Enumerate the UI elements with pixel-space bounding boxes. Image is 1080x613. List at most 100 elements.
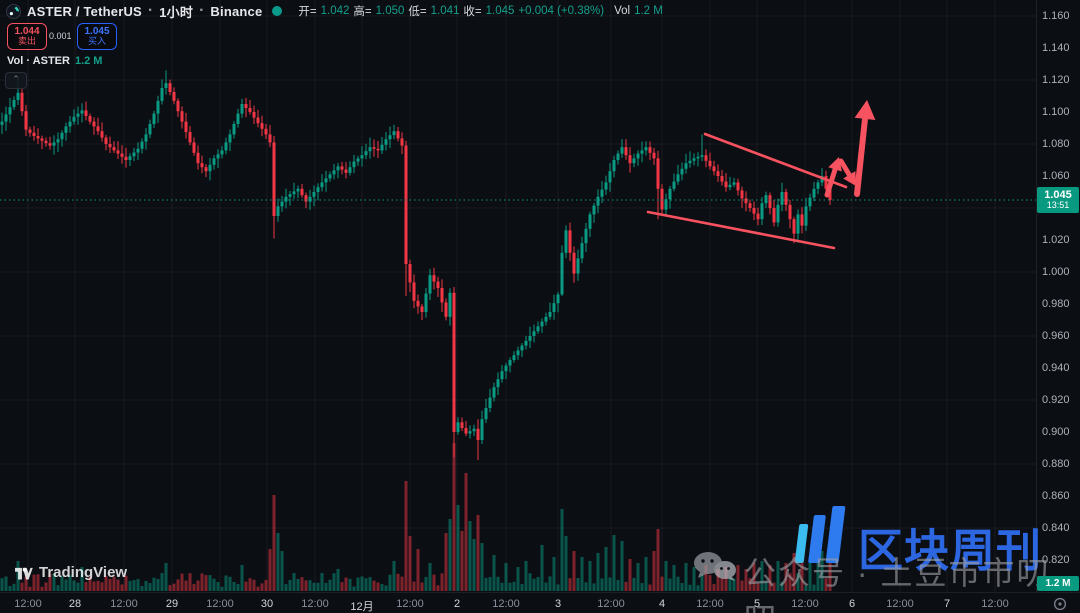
symbol-title[interactable]: ASTER / TetherUS xyxy=(27,3,142,19)
volume-bar xyxy=(636,563,640,591)
candle-body xyxy=(584,228,588,244)
volume-bar xyxy=(424,576,428,591)
volume-bar xyxy=(60,576,64,591)
volume-bar xyxy=(664,561,668,591)
volume-bar xyxy=(448,519,452,591)
volume-bar xyxy=(268,549,272,591)
volume-bar xyxy=(476,515,480,591)
time-tick-label: 12:00 xyxy=(886,598,914,610)
candle-body xyxy=(84,110,88,116)
volume-bar xyxy=(488,577,492,591)
volume-bar xyxy=(344,577,348,591)
arrow-big-up[interactable] xyxy=(854,115,868,197)
candle-body xyxy=(512,355,516,360)
sell-button[interactable]: 1.044 卖出 xyxy=(7,23,47,50)
price-tick-label: 1.080 xyxy=(1042,138,1070,150)
arrow-small-up[interactable] xyxy=(824,166,838,198)
volume-bar xyxy=(288,579,292,591)
volume-bar xyxy=(272,495,276,591)
candle-body xyxy=(700,155,704,157)
buy-button[interactable]: 1.045 买入 xyxy=(77,23,117,50)
candle-body xyxy=(428,275,432,294)
candle-body xyxy=(204,167,208,172)
volume-bar xyxy=(464,473,468,591)
volume-bar xyxy=(776,561,780,591)
volume-bar xyxy=(704,565,708,591)
arrow-small-down-head[interactable] xyxy=(843,171,856,186)
volume-bar xyxy=(72,580,76,591)
volume-bar xyxy=(764,581,768,591)
candle-body xyxy=(76,113,80,117)
volume-indicator-legend[interactable]: Vol · ASTER 1.2 M xyxy=(7,55,102,67)
volume-bar xyxy=(64,579,68,591)
candle-body xyxy=(136,148,140,153)
volume-bar xyxy=(80,567,84,591)
volume-bar xyxy=(152,577,156,591)
candle-body xyxy=(808,197,812,207)
price-tick-label: 0.880 xyxy=(1042,458,1070,470)
price-tick-label: 0.900 xyxy=(1042,426,1070,438)
time-tick-label: 12:00 xyxy=(981,598,1009,610)
volume-bar xyxy=(184,580,188,591)
tradingview-icon xyxy=(15,567,33,580)
candle-body xyxy=(216,154,220,159)
volume-bar xyxy=(132,580,136,591)
volume-bar xyxy=(148,583,152,591)
volume-bar xyxy=(620,541,624,591)
volume-bar xyxy=(24,576,28,591)
candle-body xyxy=(248,108,252,112)
volume-bar xyxy=(720,578,724,591)
axis-settings-icon[interactable] xyxy=(1050,596,1070,612)
candle-body xyxy=(500,371,504,380)
arrow-small-down[interactable] xyxy=(838,158,852,178)
arrow-small-up-head[interactable] xyxy=(828,157,842,172)
candle-body xyxy=(624,147,628,156)
exchange-label[interactable]: Binance xyxy=(210,3,263,19)
time-tick-label: 29 xyxy=(165,598,179,610)
volume-bar xyxy=(100,582,104,591)
candle-body xyxy=(8,107,12,115)
candle-body xyxy=(492,387,496,398)
volume-bar xyxy=(596,553,600,591)
price-tick-label: 0.820 xyxy=(1042,554,1070,566)
volume-bar xyxy=(164,563,168,591)
volume-bar xyxy=(816,547,820,591)
pane-collapse-button[interactable]: ⌃ xyxy=(5,72,27,89)
trendline-upper[interactable] xyxy=(703,132,848,189)
volume-bar xyxy=(280,551,284,591)
interval-label[interactable]: 1小时 xyxy=(159,4,194,20)
candle-body xyxy=(692,158,696,161)
volume-bar xyxy=(548,576,552,591)
candle-body xyxy=(144,134,148,142)
candle-body xyxy=(140,141,144,149)
arrow-big-up-head[interactable] xyxy=(854,100,876,120)
candle-body xyxy=(316,187,320,192)
trendline-lower[interactable] xyxy=(646,210,836,250)
candle-body xyxy=(524,340,528,346)
candle-body xyxy=(724,181,728,188)
volume-bar xyxy=(204,575,208,591)
volume-bar xyxy=(428,563,432,591)
candle-body xyxy=(680,168,684,175)
volume-bar xyxy=(368,577,372,591)
candle-body xyxy=(568,230,572,253)
candle-body xyxy=(44,140,48,144)
volume-bar xyxy=(88,577,92,591)
tradingview-logo[interactable]: TradingView xyxy=(14,564,127,581)
volume-bar xyxy=(524,561,528,591)
candle-body xyxy=(756,213,760,220)
price-tick-label: 0.920 xyxy=(1042,394,1070,406)
candle-body xyxy=(356,158,360,162)
candle-body xyxy=(228,134,232,143)
volume-bar xyxy=(264,579,268,591)
candle-body xyxy=(720,176,724,182)
time-tick-label: 12:00 xyxy=(301,598,329,610)
volume-bar xyxy=(124,575,128,591)
volume-bar xyxy=(364,578,368,591)
candle-body xyxy=(628,155,632,164)
volume-bar xyxy=(584,582,588,591)
volume-bar xyxy=(572,551,576,591)
candle-body xyxy=(552,303,556,312)
candle-body xyxy=(712,166,716,172)
